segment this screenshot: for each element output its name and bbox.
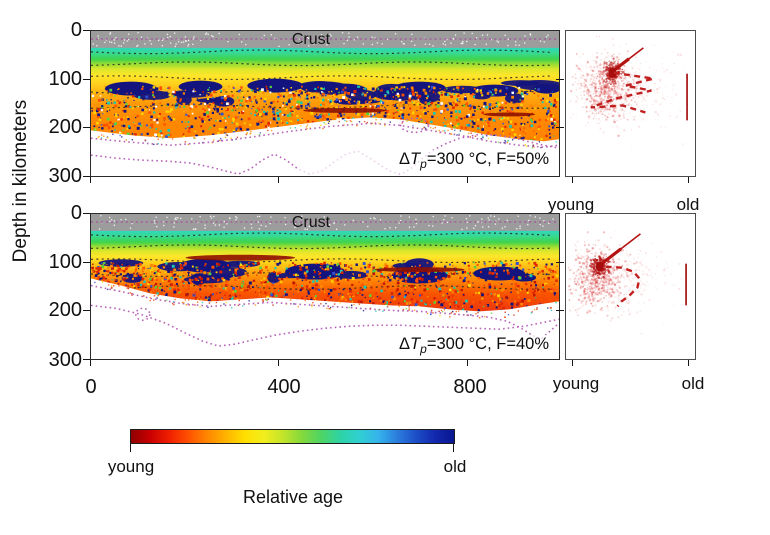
age-axis-label-old: old: [676, 195, 700, 214]
axis-tick: [278, 177, 279, 183]
axis-tick: [556, 127, 564, 128]
age-axis-label-young: young: [547, 195, 595, 214]
axis-tick: [556, 79, 564, 80]
axis-tick: [556, 262, 564, 263]
y-axis-label: Depth in kilometers: [10, 99, 31, 263]
axis-tick: [90, 177, 91, 183]
axis-tick: [90, 360, 91, 366]
annotation-value: =300 °C, F=40%: [426, 335, 549, 353]
axis-tick: [453, 444, 454, 452]
age-axis-label-young: young: [552, 374, 600, 393]
axis-tick: [83, 127, 90, 128]
axis-tick: [83, 359, 90, 360]
depth-tick-label: 100: [48, 68, 82, 90]
depth-tick-label: 0: [70, 19, 82, 41]
x-tick-label: 800: [453, 376, 487, 398]
axis-tick: [130, 444, 131, 452]
depth-tick-label: 0: [70, 202, 82, 224]
axis-tick: [467, 360, 468, 366]
axis-tick: [572, 360, 573, 366]
axis-tick: [556, 310, 564, 311]
subscript-p: p: [420, 157, 427, 171]
axis-tick: [83, 176, 90, 177]
panel-annotation: ΔTp=300 °C, F=40%: [299, 335, 549, 359]
subscript-p: p: [420, 342, 427, 356]
age-scatter-panel-2: [565, 213, 696, 360]
crust-label: Crust: [291, 214, 331, 231]
depth-tick-label: 300: [48, 349, 82, 371]
axis-tick: [83, 262, 90, 263]
temperature-symbol: T: [410, 335, 421, 353]
crust-label: Crust: [291, 31, 331, 48]
delta-symbol: Δ: [399, 335, 411, 353]
depth-tick-label: 300: [48, 165, 82, 187]
axis-tick: [572, 177, 573, 183]
age-scatter-plot-1: [568, 35, 692, 148]
axis-tick: [83, 79, 90, 80]
age-axis-label-old: old: [681, 374, 705, 393]
colorbar-title: Relative age: [242, 487, 344, 507]
axis-tick: [278, 360, 279, 366]
colorbar-label-old: old: [443, 457, 467, 476]
temperature-symbol: T: [410, 150, 421, 168]
depth-tick-label: 100: [48, 251, 82, 273]
axis-tick: [83, 310, 90, 311]
depth-tick-label: 200: [48, 299, 82, 321]
axis-tick: [83, 30, 90, 31]
axis-tick: [688, 360, 689, 366]
age-scatter-panel-1: [565, 30, 696, 177]
panel-annotation: ΔTp=300 °C, F=50%: [299, 150, 549, 174]
axis-tick: [83, 213, 90, 214]
x-tick-label: 400: [267, 376, 301, 398]
colorbar-label-young: young: [107, 457, 155, 476]
depth-tick-label: 200: [48, 116, 82, 138]
main-panel-2: Crust ΔTp=300 °C, F=40%: [90, 213, 560, 360]
x-tick-label: 0: [85, 376, 97, 398]
colorbar: [130, 429, 455, 444]
axis-tick: [688, 177, 689, 183]
main-panel-1: Crust ΔTp=300 °C, F=50%: [90, 30, 560, 177]
annotation-value: =300 °C, F=50%: [426, 150, 549, 168]
axis-tick: [467, 177, 468, 183]
delta-symbol: Δ: [399, 150, 411, 168]
age-scatter-plot-2: [567, 230, 687, 335]
